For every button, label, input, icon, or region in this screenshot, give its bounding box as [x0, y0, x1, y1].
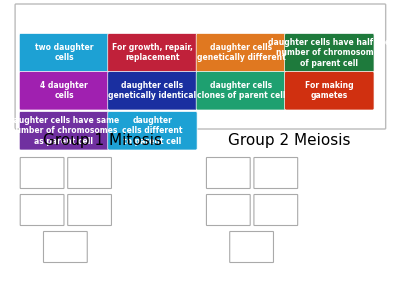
- FancyBboxPatch shape: [68, 194, 112, 226]
- Text: daughter cells
genetically identical: daughter cells genetically identical: [108, 81, 196, 100]
- Text: For making
gametes: For making gametes: [305, 81, 354, 100]
- FancyBboxPatch shape: [254, 158, 298, 188]
- Text: Group 2 Meiosis: Group 2 Meiosis: [228, 133, 350, 148]
- Text: daughter cells have same
number of chromosomes
as parent cell: daughter cells have same number of chrom…: [8, 116, 120, 146]
- Text: two daughter
cells: two daughter cells: [35, 43, 93, 62]
- FancyBboxPatch shape: [206, 158, 250, 188]
- FancyBboxPatch shape: [196, 34, 286, 72]
- Text: daughter cells
genetically different: daughter cells genetically different: [196, 43, 285, 62]
- FancyBboxPatch shape: [285, 34, 374, 72]
- FancyBboxPatch shape: [19, 34, 109, 72]
- FancyBboxPatch shape: [230, 232, 274, 262]
- Text: daughter cells have half the
number of chromosomes
of parent cell: daughter cells have half the number of c…: [268, 38, 390, 68]
- Text: 4 daughter
cells: 4 daughter cells: [40, 81, 88, 100]
- FancyBboxPatch shape: [196, 71, 286, 110]
- FancyBboxPatch shape: [20, 194, 64, 226]
- FancyBboxPatch shape: [19, 71, 109, 110]
- Text: Group 1 Mitosis: Group 1 Mitosis: [43, 133, 162, 148]
- FancyBboxPatch shape: [15, 4, 386, 129]
- Text: For growth, repair,
replacement: For growth, repair, replacement: [112, 43, 193, 62]
- FancyBboxPatch shape: [108, 71, 197, 110]
- FancyBboxPatch shape: [206, 194, 250, 226]
- FancyBboxPatch shape: [285, 71, 374, 110]
- FancyBboxPatch shape: [44, 232, 87, 262]
- FancyBboxPatch shape: [20, 158, 64, 188]
- FancyBboxPatch shape: [68, 158, 112, 188]
- FancyBboxPatch shape: [19, 112, 109, 150]
- FancyBboxPatch shape: [254, 194, 298, 226]
- Text: daughter cells
clones of parent cell: daughter cells clones of parent cell: [197, 81, 285, 100]
- FancyBboxPatch shape: [108, 112, 197, 150]
- Text: daughter
cells different
to parent cell: daughter cells different to parent cell: [122, 116, 183, 146]
- FancyBboxPatch shape: [108, 34, 197, 72]
